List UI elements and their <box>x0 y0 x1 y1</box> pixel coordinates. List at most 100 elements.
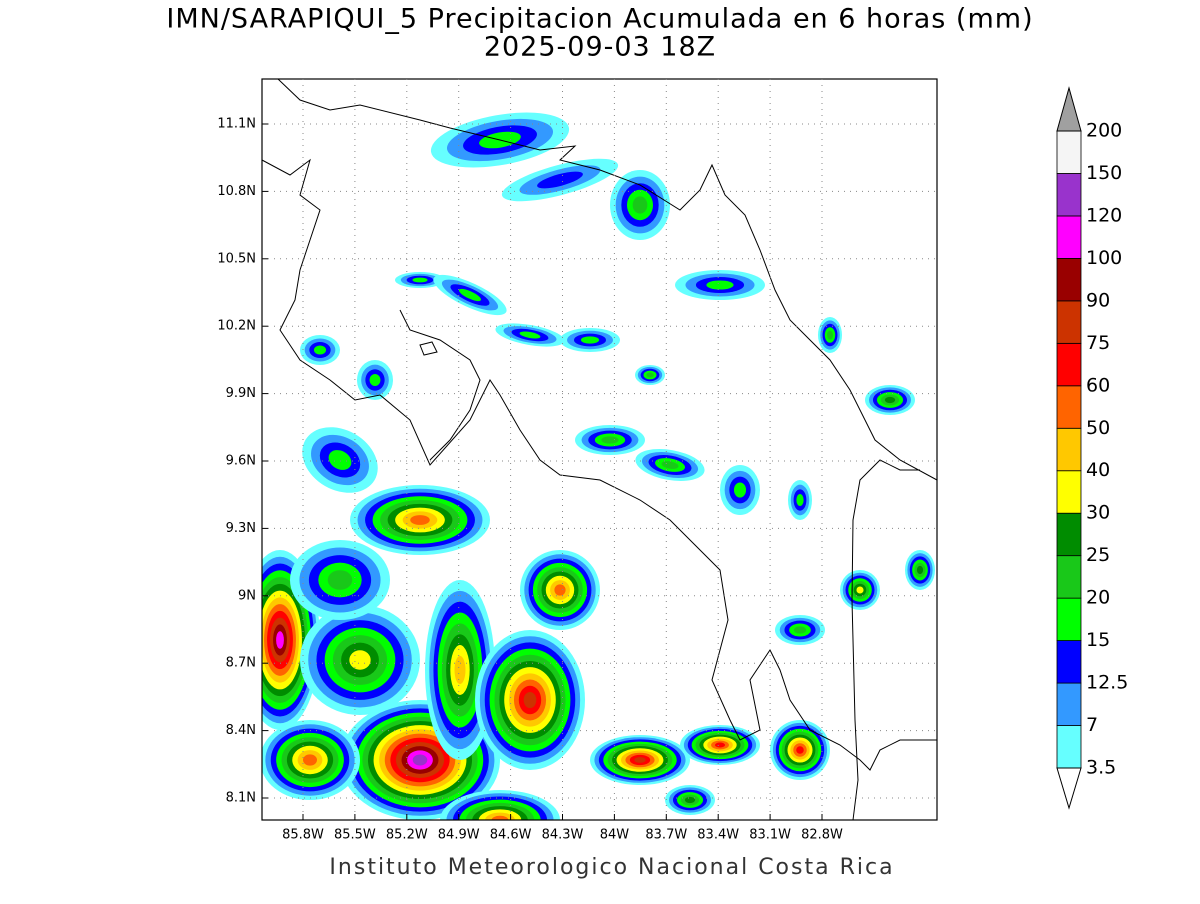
title: IMN/SARAPIQUI_5 Precipitacion Acumulada … <box>166 4 1033 35</box>
precip-contour <box>706 280 734 290</box>
lon-tick-label: 83.7W <box>645 828 687 843</box>
lon-tick-label: 85.2W <box>386 828 428 843</box>
axes: 11.1N 10.8N 10.5N 10.2N 9.9N 9.6N 9.3N 9N 8.7N 8.… <box>217 79 937 843</box>
precip-contour <box>796 493 804 507</box>
precip-contour <box>303 754 317 766</box>
lon-tick-label: 83.4W <box>697 828 739 843</box>
precip-contour <box>369 373 381 387</box>
colorbar-label: 40 <box>1086 459 1110 481</box>
colorbar-over <box>1056 86 1082 132</box>
precip-contour <box>412 277 428 283</box>
lat-tick-label: 8.4N <box>226 723 256 738</box>
precip-contour <box>491 815 509 820</box>
precip-contour <box>328 450 352 470</box>
precip-contour <box>646 372 654 378</box>
colorbar-label: 12.5 <box>1086 672 1128 694</box>
lon-tick-label: 84.6W <box>490 828 532 843</box>
map-frame <box>261 78 938 821</box>
lat-tick-label: 11.1N <box>217 117 256 132</box>
colorbar-label: 25 <box>1086 544 1110 566</box>
colorbar-label: 30 <box>1086 502 1110 524</box>
map-field <box>262 112 935 820</box>
colorbar-segment <box>1056 597 1082 642</box>
precip-contour <box>856 586 864 594</box>
coastline <box>262 79 937 820</box>
precip-contour <box>276 631 284 649</box>
lon-tick-label: 84W <box>600 828 630 843</box>
lat-tick-label: 9.3N <box>226 521 256 536</box>
precip-contour <box>661 461 679 469</box>
colorbar-segment <box>1056 555 1082 599</box>
lat-tick-label: 10.2N <box>217 319 256 334</box>
colorbar-under <box>1056 767 1082 810</box>
lat-tick-label: 8.1N <box>226 791 256 806</box>
lat-tick-label: 9N <box>238 588 256 603</box>
lon-tick-label: 83.1W <box>749 828 791 843</box>
lat-tick-label: 10.8N <box>217 184 256 199</box>
lon-tick-label: 84.3W <box>542 828 584 843</box>
lon-tick-label: 82.8W <box>801 828 843 843</box>
lat-tick-label: 9.6N <box>226 454 256 469</box>
colorbar-label: 50 <box>1086 417 1110 439</box>
precip-contour <box>580 336 600 344</box>
colorbar: 3.5 7 12.5 15 20 25 30 40 50 60 75 90 100 120 150 200 <box>1056 86 1128 810</box>
precip-contour <box>412 754 428 766</box>
colorbar-label: 15 <box>1086 629 1110 651</box>
colorbar-label: 20 <box>1086 587 1110 609</box>
precip-contour <box>454 655 466 685</box>
colorbar-segment <box>1056 640 1082 684</box>
precip-contour <box>519 331 541 339</box>
colorbar-label: 200 <box>1086 120 1122 142</box>
subtitle: 2025-09-03 18Z <box>484 32 716 63</box>
colorbar-segment <box>1056 470 1082 514</box>
lat-tick-label: 9.9N <box>226 386 256 401</box>
colorbar-segment <box>1056 257 1082 302</box>
footer: Instituto Meteorologico Nacional Costa R… <box>329 855 894 880</box>
colorbar-segment <box>1056 300 1082 344</box>
island <box>419 341 438 356</box>
precip-contour <box>793 626 807 634</box>
precip-contour <box>827 330 833 340</box>
colorbar-segment <box>1056 173 1082 217</box>
precip-contour <box>733 482 747 498</box>
coast-west <box>262 158 937 771</box>
colorbar-label: 150 <box>1086 162 1122 184</box>
precip-contour <box>796 746 804 754</box>
lon-tick-label: 85.8W <box>282 828 324 843</box>
colorbar-segment <box>1056 385 1082 429</box>
precip-contour <box>349 650 371 670</box>
lon-tick-label: 84.9W <box>438 828 480 843</box>
coast-nicoya <box>399 309 481 461</box>
precip-contour <box>632 196 648 214</box>
colorbar-segment <box>1056 130 1082 174</box>
precip-contour <box>601 436 619 444</box>
colorbar-label: 7 <box>1086 714 1098 736</box>
coast-pacific <box>277 79 937 481</box>
colorbar-segment <box>1056 427 1082 472</box>
colorbar-segment <box>1056 215 1082 259</box>
precip-contour <box>684 796 696 804</box>
precip-contour <box>327 570 353 590</box>
colorbar-label: 120 <box>1086 204 1122 226</box>
precip-contour <box>884 396 896 404</box>
colorbar-label: 75 <box>1086 332 1110 354</box>
lat-tick-label: 10.5N <box>217 251 256 266</box>
lat-tick-label: 8.7N <box>226 656 256 671</box>
precip-contour <box>458 288 482 302</box>
precip-contour <box>916 565 924 575</box>
precip-contour <box>410 515 430 525</box>
colorbar-label: 3.5 <box>1086 757 1116 779</box>
colorbar-label: 60 <box>1086 374 1110 396</box>
precip-contour <box>714 742 726 748</box>
precip-contour <box>554 584 566 596</box>
colorbar-segment <box>1056 682 1082 726</box>
precip-contour <box>537 171 583 189</box>
precip-contour <box>523 691 537 709</box>
precip-contour <box>634 757 646 763</box>
colorbar-label: 100 <box>1086 247 1122 269</box>
colorbar-segment <box>1056 342 1082 387</box>
lon-tick-label: 85.5W <box>334 828 376 843</box>
colorbar-segment <box>1056 512 1082 557</box>
colorbar-segment <box>1056 725 1082 769</box>
